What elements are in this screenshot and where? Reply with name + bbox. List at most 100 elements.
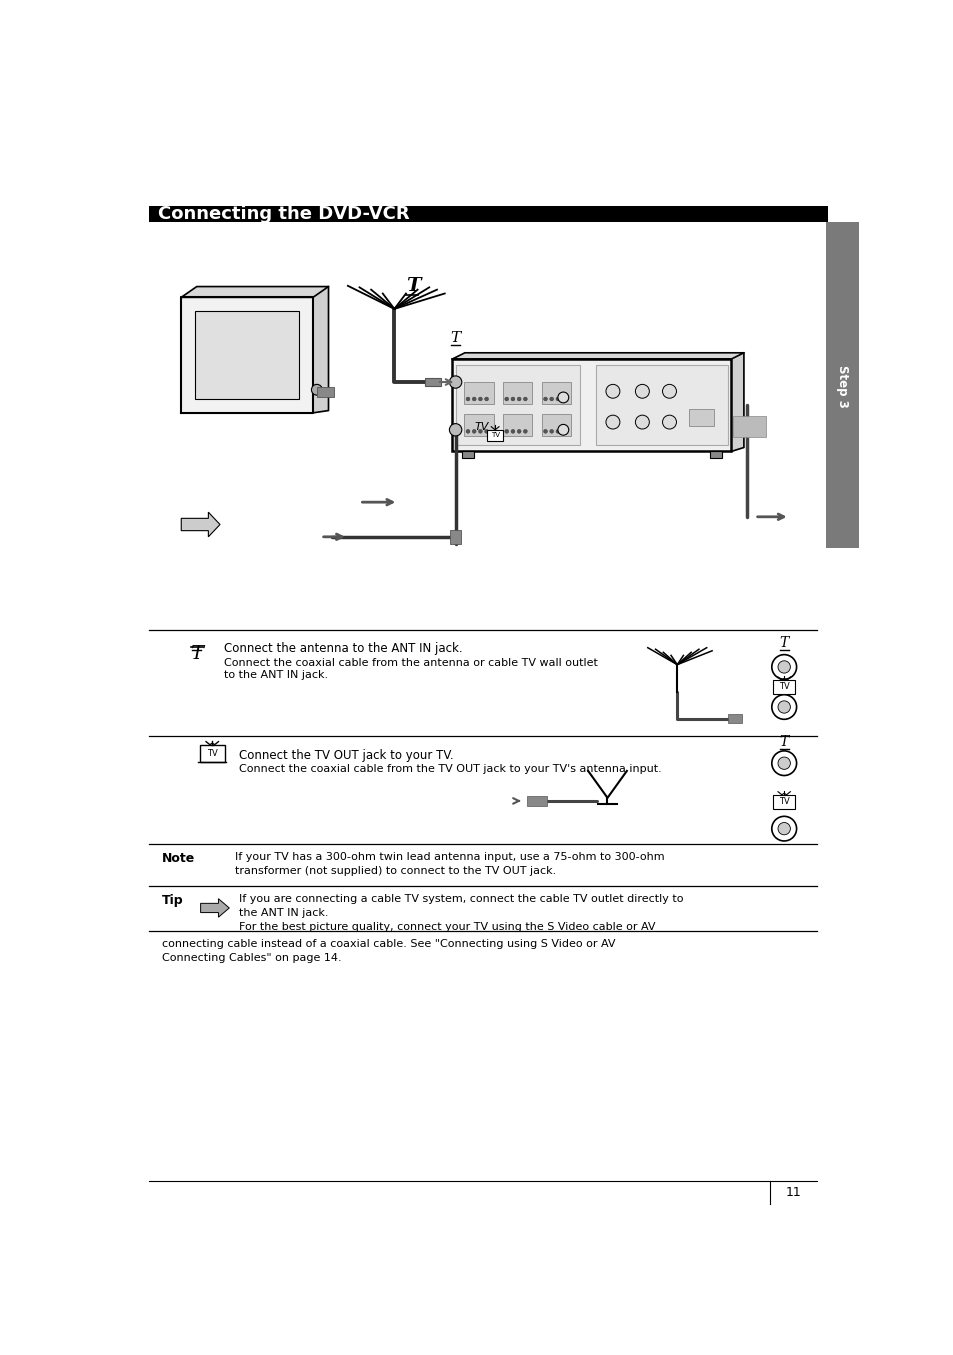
Circle shape bbox=[635, 385, 649, 398]
Polygon shape bbox=[181, 297, 313, 413]
Circle shape bbox=[778, 661, 790, 673]
Text: TV: TV bbox=[778, 683, 789, 691]
Text: TV: TV bbox=[207, 749, 217, 759]
Text: For the best picture quality, connect your TV using the S Video cable or AV: For the best picture quality, connect yo… bbox=[239, 921, 656, 932]
Text: Connecting Cables" on page 14.: Connecting Cables" on page 14. bbox=[162, 953, 341, 962]
Text: TV: TV bbox=[490, 432, 499, 438]
Text: Connect the antenna to the ANT IN jack.: Connect the antenna to the ANT IN jack. bbox=[224, 642, 462, 656]
Circle shape bbox=[511, 397, 515, 401]
Bar bbox=[450, 530, 460, 543]
Circle shape bbox=[661, 385, 676, 398]
Circle shape bbox=[661, 415, 676, 430]
Polygon shape bbox=[731, 352, 743, 451]
Circle shape bbox=[543, 430, 547, 434]
Bar bbox=[195, 312, 298, 398]
Bar bbox=[452, 359, 731, 451]
Text: transformer (not supplied) to connect to the TV OUT jack.: transformer (not supplied) to connect to… bbox=[235, 866, 557, 875]
Circle shape bbox=[778, 822, 790, 835]
Text: If your TV has a 300-ohm twin lead antenna input, use a 75-ohm to 300-ohm: If your TV has a 300-ohm twin lead anten… bbox=[235, 852, 664, 862]
Circle shape bbox=[517, 430, 520, 434]
Bar bbox=[825, 222, 858, 547]
Bar bbox=[456, 364, 579, 446]
Text: T: T bbox=[406, 276, 420, 295]
Bar bbox=[541, 415, 571, 436]
Circle shape bbox=[771, 654, 796, 679]
Text: Step 3: Step 3 bbox=[835, 364, 848, 408]
Circle shape bbox=[449, 375, 461, 389]
Circle shape bbox=[478, 430, 482, 434]
Circle shape bbox=[517, 397, 520, 401]
Text: Connect the TV OUT jack to your TV.: Connect the TV OUT jack to your TV. bbox=[239, 748, 454, 762]
Circle shape bbox=[472, 430, 476, 434]
Polygon shape bbox=[181, 286, 328, 297]
Circle shape bbox=[605, 415, 619, 430]
Polygon shape bbox=[181, 512, 220, 537]
Circle shape bbox=[771, 751, 796, 775]
Text: TV: TV bbox=[474, 423, 488, 432]
Bar bbox=[596, 364, 727, 446]
Circle shape bbox=[556, 397, 559, 401]
Circle shape bbox=[511, 430, 515, 434]
Polygon shape bbox=[200, 898, 229, 917]
Circle shape bbox=[504, 397, 508, 401]
Text: T: T bbox=[450, 331, 460, 346]
Circle shape bbox=[778, 701, 790, 713]
Bar bbox=[149, 206, 827, 222]
Circle shape bbox=[466, 397, 470, 401]
Text: T: T bbox=[779, 635, 788, 650]
Bar bbox=[773, 680, 794, 694]
Bar bbox=[316, 386, 334, 397]
Circle shape bbox=[558, 392, 568, 402]
Circle shape bbox=[449, 424, 461, 436]
Bar bbox=[727, 714, 740, 724]
Bar bbox=[487, 430, 502, 440]
Polygon shape bbox=[452, 352, 743, 359]
Bar bbox=[199, 745, 224, 763]
Text: If you are connecting a cable TV system, connect the cable TV outlet directly to: If you are connecting a cable TV system,… bbox=[239, 894, 683, 904]
Bar bbox=[502, 415, 532, 436]
Circle shape bbox=[771, 816, 796, 841]
Text: Connecting the DVD-VCR: Connecting the DVD-VCR bbox=[158, 205, 409, 224]
Text: connecting cable instead of a coaxial cable. See "Connecting using S Video or AV: connecting cable instead of a coaxial ca… bbox=[162, 939, 615, 948]
Bar bbox=[461, 451, 474, 458]
Text: T: T bbox=[779, 736, 788, 749]
Text: the ANT IN jack.: the ANT IN jack. bbox=[239, 908, 329, 917]
Bar bbox=[732, 416, 765, 438]
Circle shape bbox=[523, 430, 527, 434]
Circle shape bbox=[466, 430, 470, 434]
Text: 11: 11 bbox=[785, 1187, 801, 1199]
Text: Connect the coaxial cable from the TV OUT jack to your TV's antenna input.: Connect the coaxial cable from the TV OU… bbox=[239, 764, 661, 774]
Circle shape bbox=[556, 430, 559, 434]
Circle shape bbox=[504, 430, 508, 434]
Circle shape bbox=[484, 430, 488, 434]
Circle shape bbox=[561, 430, 565, 434]
Bar bbox=[688, 409, 713, 425]
Bar bbox=[526, 797, 546, 806]
Circle shape bbox=[472, 397, 476, 401]
Circle shape bbox=[543, 397, 547, 401]
Circle shape bbox=[478, 397, 482, 401]
Circle shape bbox=[561, 397, 565, 401]
Circle shape bbox=[778, 757, 790, 770]
Text: to the ANT IN jack.: to the ANT IN jack. bbox=[224, 669, 328, 680]
Circle shape bbox=[523, 397, 527, 401]
Bar bbox=[709, 451, 721, 458]
Bar bbox=[541, 382, 571, 404]
Circle shape bbox=[605, 385, 619, 398]
Text: TV: TV bbox=[778, 797, 789, 806]
Bar bbox=[502, 382, 532, 404]
Bar bbox=[773, 795, 794, 809]
Circle shape bbox=[549, 430, 553, 434]
Text: Tip: Tip bbox=[162, 894, 183, 906]
Circle shape bbox=[635, 415, 649, 430]
Text: Note: Note bbox=[162, 852, 195, 864]
Text: Connect the coaxial cable from the antenna or cable TV wall outlet: Connect the coaxial cable from the anten… bbox=[224, 657, 598, 668]
Circle shape bbox=[771, 695, 796, 720]
Polygon shape bbox=[313, 286, 328, 413]
Bar bbox=[464, 382, 493, 404]
Circle shape bbox=[311, 385, 322, 396]
Circle shape bbox=[484, 397, 488, 401]
Circle shape bbox=[558, 424, 568, 435]
Circle shape bbox=[549, 397, 553, 401]
Text: T: T bbox=[190, 645, 203, 664]
